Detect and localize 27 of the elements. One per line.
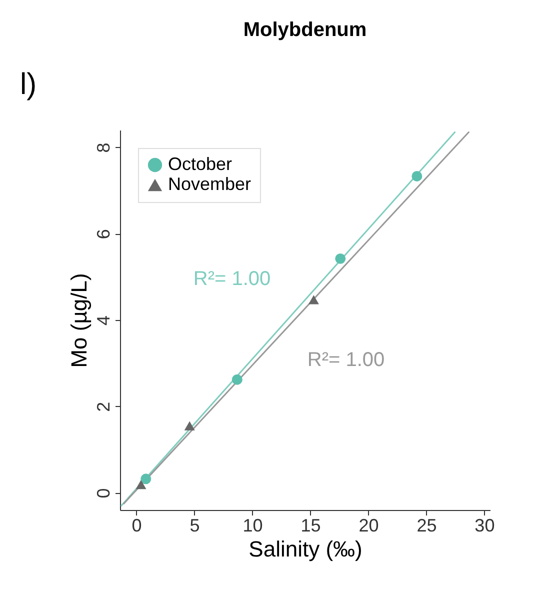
x-axis-title: Salinity (‰): [248, 536, 362, 562]
point: [136, 480, 146, 490]
x-tick-label: 25: [416, 516, 437, 536]
chart-title: Molybdenum: [243, 19, 367, 41]
x-tick-label: 15: [300, 516, 321, 536]
y-tick-label: 4: [94, 315, 114, 326]
legend-label: October: [168, 154, 232, 174]
y-tick-label: 0: [94, 488, 114, 498]
x-tick-label: 30: [474, 516, 495, 536]
point: [412, 170, 422, 182]
x-tick-label: 5: [190, 516, 200, 536]
x-tick-label: 20: [358, 516, 379, 536]
point: [308, 295, 319, 304]
point: [232, 374, 242, 385]
text: l): [20, 68, 37, 101]
x-tick-label: 10: [242, 516, 263, 536]
x-tick-label: 0: [132, 516, 142, 536]
annotation: R²= 1.00: [307, 349, 385, 371]
y-axis-title: Mo (µg/L): [66, 273, 92, 368]
annotation: R²= 1.00: [193, 268, 271, 290]
y-tick-label: 8: [94, 142, 114, 153]
y-tick-label: 6: [94, 229, 114, 240]
point: [140, 474, 152, 484]
point: [335, 253, 346, 264]
point: [184, 421, 195, 430]
legend-label: November: [168, 174, 252, 194]
y-tick-label: 2: [94, 402, 114, 412]
